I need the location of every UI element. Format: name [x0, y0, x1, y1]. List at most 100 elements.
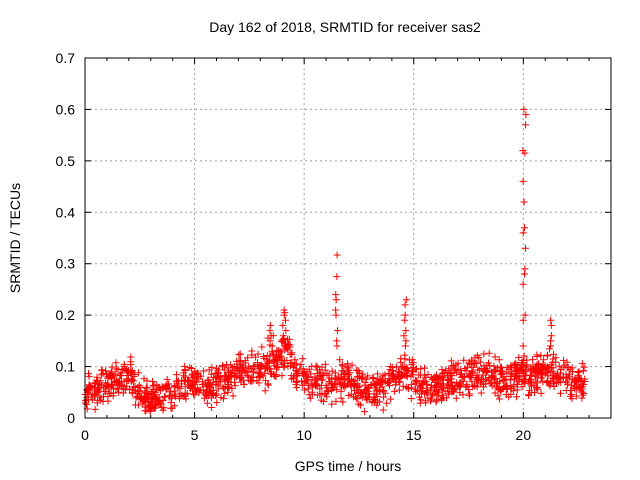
data-point	[474, 373, 482, 381]
data-point	[304, 385, 312, 393]
x-tick-label: 15	[406, 427, 422, 443]
data-point	[401, 316, 409, 324]
data-point	[433, 396, 441, 404]
data-point	[346, 369, 354, 377]
data-point	[538, 366, 546, 374]
data-point	[537, 364, 545, 372]
data-point	[297, 361, 305, 369]
data-point	[305, 365, 313, 373]
data-point	[257, 361, 265, 369]
data-point	[223, 373, 231, 381]
data-point	[580, 363, 588, 371]
data-point	[192, 386, 200, 394]
data-point	[346, 375, 354, 383]
data-point	[299, 381, 307, 389]
data-point	[447, 357, 455, 365]
data-point	[194, 369, 202, 377]
data-point	[221, 372, 229, 380]
data-point	[278, 356, 286, 364]
data-point	[362, 386, 370, 394]
data-point	[365, 390, 373, 398]
data-point	[427, 373, 435, 381]
data-point	[376, 388, 384, 396]
data-point	[151, 401, 159, 409]
data-point	[487, 368, 495, 376]
data-point	[207, 370, 215, 378]
data-point	[547, 316, 555, 324]
data-point	[228, 371, 236, 379]
data-point	[142, 384, 150, 392]
data-point	[264, 381, 272, 389]
data-point	[421, 364, 429, 372]
data-point	[537, 389, 545, 397]
data-point	[267, 368, 275, 376]
data-point	[166, 388, 174, 396]
y-tick-label: 0.7	[56, 50, 76, 66]
data-point	[578, 376, 586, 384]
data-point	[257, 371, 265, 379]
data-point	[288, 360, 296, 368]
data-point	[527, 382, 535, 390]
data-point	[386, 382, 394, 390]
data-point	[248, 351, 256, 359]
data-point	[559, 373, 567, 381]
data-point	[109, 392, 117, 400]
data-point	[272, 371, 280, 379]
data-point	[338, 382, 346, 390]
data-point	[488, 382, 496, 390]
data-point	[135, 393, 143, 401]
data-point	[94, 381, 102, 389]
data-point	[395, 386, 403, 394]
data-point	[99, 369, 107, 377]
data-point	[533, 353, 541, 361]
data-point	[479, 371, 487, 379]
data-point	[355, 400, 363, 408]
data-point	[400, 332, 408, 340]
data-point	[432, 382, 440, 390]
data-point	[388, 371, 396, 379]
data-point	[422, 388, 430, 396]
data-point	[255, 372, 263, 380]
data-point	[131, 401, 139, 409]
data-point	[118, 381, 126, 389]
data-point	[557, 366, 565, 374]
data-point	[427, 384, 435, 392]
data-point	[449, 362, 457, 370]
data-point	[398, 372, 406, 380]
data-point	[423, 381, 431, 389]
data-point	[398, 371, 406, 379]
data-point	[156, 383, 164, 391]
data-point	[334, 327, 342, 335]
data-point	[494, 392, 502, 400]
data-point	[452, 369, 460, 377]
data-point	[355, 369, 363, 377]
data-point	[299, 355, 307, 363]
data-point	[347, 390, 355, 398]
data-point	[292, 381, 300, 389]
data-point	[331, 374, 339, 382]
data-point	[128, 389, 136, 397]
data-point	[413, 387, 421, 395]
data-point	[330, 384, 338, 392]
data-point	[544, 351, 552, 359]
data-point	[369, 374, 377, 382]
data-point	[520, 369, 528, 377]
data-point	[409, 363, 417, 371]
data-point	[181, 362, 189, 370]
data-point	[511, 360, 519, 368]
data-point	[520, 352, 528, 360]
data-point	[108, 363, 116, 371]
data-point	[417, 365, 425, 373]
data-point	[533, 383, 541, 391]
data-point	[343, 363, 351, 371]
data-point	[412, 388, 420, 396]
data-point	[327, 380, 335, 388]
data-point	[424, 370, 432, 378]
data-point	[374, 370, 382, 378]
data-point	[507, 363, 515, 371]
data-point	[173, 371, 181, 379]
data-point	[535, 360, 543, 368]
data-point	[521, 149, 529, 157]
data-point	[214, 372, 222, 380]
data-point	[361, 408, 369, 416]
